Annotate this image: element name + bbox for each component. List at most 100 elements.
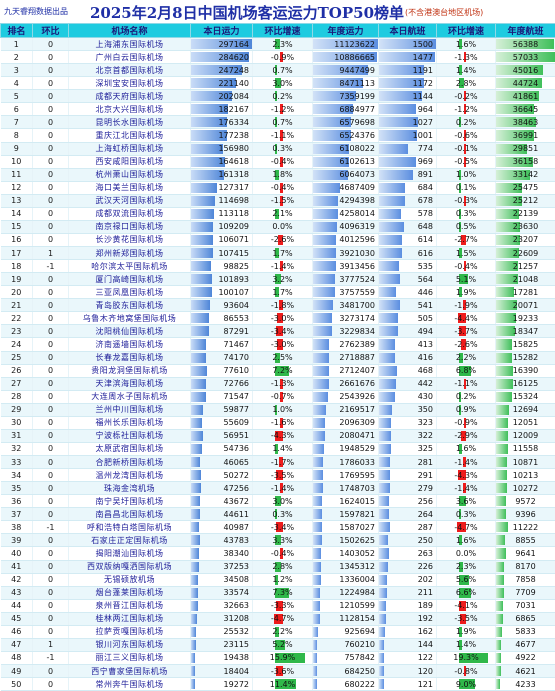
capacity-growth-cell: -1.5% xyxy=(253,194,313,207)
daily-capacity-cell: 164618 xyxy=(191,155,253,168)
annual-flights-cell: 22609 xyxy=(496,247,555,260)
flight-growth-cell-value: -2.6% xyxy=(437,340,495,349)
annual-flights-cell-value: 8170 xyxy=(496,562,555,571)
annual-capacity-cell-value: 3777524 xyxy=(313,275,378,284)
capacity-growth-cell: 0.2% xyxy=(253,90,313,103)
flight-growth-cell-value: -0.2% xyxy=(437,92,495,101)
rank-change-cell: 0 xyxy=(33,469,69,482)
flight-growth-cell-value: -0.1% xyxy=(437,144,495,153)
capacity-growth-cell-value: 1.8% xyxy=(253,170,312,179)
daily-capacity-cell: 33574 xyxy=(191,586,253,599)
rank-cell: 13 xyxy=(1,194,33,207)
flight-growth-cell: -3.5% xyxy=(437,612,496,625)
daily-capacity-cell: 71547 xyxy=(191,390,253,403)
header-annual-flights[interactable]: 年度航班 xyxy=(496,24,555,38)
capacity-growth-cell: 1.2% xyxy=(253,573,313,586)
daily-flights-cell: 256 xyxy=(379,495,437,508)
annual-flights-cell-value: 4233 xyxy=(496,680,555,689)
header-daily-flights[interactable]: 本日航班 xyxy=(379,24,437,38)
rank-cell: 42 xyxy=(1,573,33,586)
header-daily-capacity[interactable]: 本日运力 xyxy=(191,24,253,38)
airport-name-cell: 西双版纳嘎洒国际机场 xyxy=(69,560,191,573)
rank-cell: 5 xyxy=(1,90,33,103)
annual-capacity-cell: 2661676 xyxy=(313,377,379,390)
rank-cell: 47 xyxy=(1,638,33,651)
airport-name-cell: 贵阳龙洞堡国际机场 xyxy=(69,364,191,377)
rank-cell: 8 xyxy=(1,129,33,142)
daily-capacity-cell-value: 71467 xyxy=(191,340,252,349)
daily-capacity-cell-value: 202084 xyxy=(191,92,252,101)
header-rank[interactable]: 排名 xyxy=(1,24,33,38)
header-rank-change[interactable]: 环比 xyxy=(33,24,69,38)
daily-capacity-cell-value: 23115 xyxy=(191,640,252,649)
daily-capacity-cell-value: 127317 xyxy=(191,183,252,192)
header-flight-growth[interactable]: 环比增速 xyxy=(437,24,496,38)
capacity-growth-cell-value: -1.3% xyxy=(253,379,312,388)
capacity-growth-cell-value: -3.0% xyxy=(253,314,312,323)
rank-cell: 26 xyxy=(1,364,33,377)
header-capacity-growth[interactable]: 环比增速 xyxy=(253,24,313,38)
daily-flights-cell: 891 xyxy=(379,168,437,181)
capacity-growth-cell-value: -4.3% xyxy=(253,431,312,440)
rank-cell: 6 xyxy=(1,103,33,116)
header-annual-capacity[interactable]: 年度运力 xyxy=(313,24,379,38)
flight-growth-cell: 5.6% xyxy=(437,573,496,586)
flight-growth-cell-value: 19.3% xyxy=(437,653,495,662)
daily-flights-cell: 535 xyxy=(379,260,437,273)
capacity-growth-cell-value: 0.2% xyxy=(253,92,312,101)
airport-name-cell: 青岛胶东国际机场 xyxy=(69,299,191,312)
header-airport-name[interactable]: 机场名称 xyxy=(69,24,191,38)
annual-capacity-cell: 1345312 xyxy=(313,560,379,573)
